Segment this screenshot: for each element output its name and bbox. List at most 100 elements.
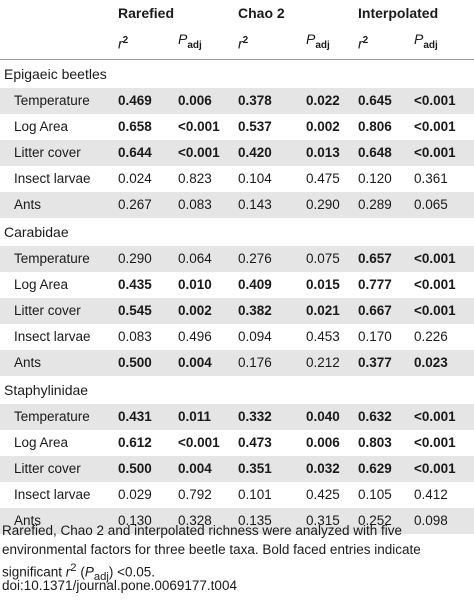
r2-cell: 0.469	[118, 87, 178, 114]
r2-cell: 0.545	[118, 297, 178, 324]
padj-cell: 0.412	[414, 486, 448, 502]
sub-header-padj: Padj	[178, 26, 238, 60]
r2-cell: 0.644	[118, 139, 178, 166]
section-header-row: Staphylinidae	[0, 376, 474, 404]
table-row: Log Area 0.612 <0.001 0.473 0.006 0.803 <0.001	[0, 430, 474, 456]
table-row: Temperature 0.469 0.006 0.378 0.022 0.645 <0.0…	[0, 87, 474, 114]
padj-cell: 0.002	[306, 118, 340, 134]
r2-cell: 0.289	[358, 191, 414, 218]
table-row: Litter cover 0.644 <0.001 0.420 0.013 0.648 <0…	[0, 139, 474, 166]
group-header-interpolated: Interpolated	[358, 5, 439, 21]
table-row: Insect larvae 0.083 0.496 0.094 0.453 0.170 0.…	[0, 324, 474, 350]
padj-cell: 0.226	[414, 328, 448, 344]
r2-cell: 0.176	[238, 349, 306, 376]
table-row: Litter cover 0.500 0.004 0.351 0.032 0.629 <0.…	[0, 455, 474, 482]
row-label: Insect larvae	[14, 170, 91, 186]
r2-cell: 0.332	[238, 403, 306, 430]
r2-cell: 0.101	[238, 486, 272, 502]
row-label: Litter cover	[0, 455, 118, 482]
r2-cell: 0.029	[118, 486, 152, 502]
r2-cell: 0.629	[358, 455, 414, 482]
table-row: Temperature 0.290 0.064 0.276 0.075 0.657 <0.0…	[0, 245, 474, 272]
table-footnote: Rarefied, Chao 2 and interpolated richne…	[2, 521, 472, 587]
padj-cell: 0.212	[306, 349, 358, 376]
r2-cell: 0.276	[238, 245, 306, 272]
row-label: Litter cover	[0, 139, 118, 166]
table-row: Temperature 0.431 0.011 0.332 0.040 0.632 <0.0…	[0, 403, 474, 430]
padj-cell: 0.032	[306, 455, 358, 482]
r2-cell: 0.431	[118, 403, 178, 430]
r2-cell: 0.658	[118, 118, 152, 134]
padj-cell: 0.496	[178, 328, 212, 344]
row-label: Log Area	[14, 434, 69, 450]
table-row: Ants 0.500 0.004 0.176 0.212 0.377 0.023	[0, 349, 474, 376]
row-label: Ants	[0, 507, 118, 534]
r2-cell: 0.104	[238, 170, 272, 186]
padj-cell: <0.001	[414, 297, 474, 324]
padj-cell: <0.001	[414, 434, 456, 450]
section-header-row: Epigaeic beetles	[0, 59, 474, 88]
r2-cell: 0.382	[238, 297, 306, 324]
r2-cell: 0.667	[358, 297, 414, 324]
row-label: Insect larvae	[14, 486, 91, 502]
table-row: Litter cover 0.545 0.002 0.382 0.021 0.667 <0.…	[0, 297, 474, 324]
sub-header-padj: Padj	[306, 26, 358, 60]
r2-cell: 0.105	[358, 486, 392, 502]
r2-cell: 0.252	[358, 507, 414, 534]
table-row: Ants 0.267 0.083 0.143 0.290 0.289 0.065	[0, 191, 474, 218]
r2-cell: 0.648	[358, 139, 414, 166]
row-label: Ants	[0, 349, 118, 376]
r2-cell: 0.143	[238, 191, 306, 218]
padj-cell: 0.021	[306, 297, 358, 324]
results-table: Rarefied Chao 2 Interpolated r2 Padj r2 …	[0, 0, 474, 534]
header-blank	[0, 0, 118, 26]
r2-cell: 0.120	[358, 170, 392, 186]
padj-cell: 0.315	[306, 507, 358, 534]
padj-cell: <0.001	[414, 455, 474, 482]
padj-cell: 0.361	[414, 170, 448, 186]
row-label: Log Area	[14, 118, 69, 134]
r2-cell: 0.135	[238, 507, 306, 534]
section-title: Carabidae	[4, 223, 69, 240]
r2-cell: 0.378	[238, 87, 306, 114]
group-header-rarefied: Rarefied	[118, 5, 175, 21]
r2-cell: 0.612	[118, 434, 152, 450]
table-row: Insect larvae 0.024 0.823 0.104 0.475 0.120 0.…	[0, 166, 474, 192]
padj-cell: 0.098	[414, 507, 474, 534]
section-header-row: Carabidae	[0, 218, 474, 246]
r2-cell: 0.632	[358, 403, 414, 430]
padj-cell: <0.001	[414, 118, 456, 134]
padj-cell: 0.792	[178, 486, 212, 502]
r2-cell: 0.806	[358, 118, 392, 134]
r2-cell: 0.409	[238, 276, 272, 292]
row-label: Litter cover	[0, 297, 118, 324]
padj-cell: 0.010	[178, 276, 212, 292]
padj-cell: 0.022	[306, 87, 358, 114]
padj-cell: 0.453	[306, 328, 340, 344]
row-label: Temperature	[0, 87, 118, 114]
padj-cell: 0.290	[306, 191, 358, 218]
r2-cell: 0.777	[358, 276, 392, 292]
padj-cell: 0.011	[178, 403, 238, 430]
padj-cell: <0.001	[178, 139, 238, 166]
row-label: Ants	[0, 191, 118, 218]
padj-cell: <0.001	[178, 434, 220, 450]
padj-cell: 0.002	[178, 297, 238, 324]
r2-cell: 0.435	[118, 276, 152, 292]
r2-cell: 0.267	[118, 191, 178, 218]
padj-cell: 0.065	[414, 191, 474, 218]
padj-cell: 0.013	[306, 139, 358, 166]
r2-cell: 0.351	[238, 455, 306, 482]
doi-text: doi:10.1371/journal.pone.0069177.t004	[2, 578, 237, 593]
sub-header-r2: r2	[238, 26, 306, 60]
padj-cell: 0.064	[178, 245, 238, 272]
padj-cell: <0.001	[178, 118, 220, 134]
padj-cell: 0.823	[178, 170, 212, 186]
padj-cell: 0.006	[306, 434, 340, 450]
r2-cell: 0.645	[358, 87, 414, 114]
r2-cell: 0.083	[118, 328, 152, 344]
padj-cell: 0.004	[178, 349, 238, 376]
footnote-text: Rarefied, Chao 2 and interpolated richne…	[2, 523, 421, 584]
group-header-row: Rarefied Chao 2 Interpolated	[0, 0, 474, 26]
